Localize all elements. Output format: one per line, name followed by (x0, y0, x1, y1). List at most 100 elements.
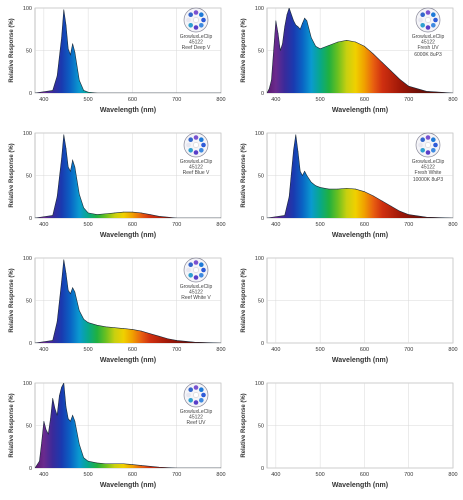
spectrum-area (35, 383, 221, 468)
data-point (306, 175, 308, 176)
data-point (123, 463, 124, 465)
data-point (74, 420, 76, 422)
spectrum-area (35, 259, 221, 343)
y-axis-label: Relative Response (%) (241, 143, 247, 207)
data-point (176, 340, 178, 341)
data-point (277, 33, 279, 34)
data-point (65, 273, 67, 274)
x-axis-label: Wavelength (nm) (332, 357, 388, 364)
spectrum-chart-panel: 400 500 600 700 800 0 50 100 Wavelength (nm) Rela… (0, 0, 231, 125)
data-point (337, 188, 339, 190)
data-point (56, 196, 58, 198)
led-cluster-icon (415, 132, 441, 158)
data-point (63, 9, 65, 10)
x-tick-label: 600 (128, 97, 137, 103)
y-tick-label: 100 (255, 131, 264, 137)
data-point (105, 463, 107, 465)
data-point (328, 188, 330, 190)
data-point (67, 166, 69, 168)
x-tick-label: 400 (39, 97, 48, 103)
data-point (39, 460, 40, 462)
x-tick-label: 600 (128, 472, 137, 478)
y-axis-label: Relative Response (%) (9, 393, 15, 457)
product-code-label: 45122 (189, 290, 203, 296)
product-variant-label: Reef UV (187, 420, 207, 426)
spectrum-area (267, 8, 453, 93)
data-point (390, 70, 392, 72)
data-point (65, 24, 67, 26)
y-tick-label: 0 (261, 91, 264, 97)
data-point (123, 211, 124, 213)
y-axis-label: Relative Response (%) (9, 143, 15, 207)
product-brand-label: GrowluxLeClip (180, 284, 213, 290)
data-point (74, 291, 76, 293)
data-point (52, 90, 54, 91)
spectrum-chart: 400 500 600 700 800 0 50 100 Wavelength (nm) Rela… (241, 131, 458, 239)
data-point (72, 287, 73, 289)
x-tick-label: 600 (128, 347, 137, 353)
x-tick-label: 800 (216, 222, 225, 228)
led-cluster-icon (183, 382, 209, 408)
data-point (61, 386, 62, 388)
data-point (286, 14, 288, 16)
spectrum-chart: 400 500 600 700 800 0 50 100 Wavelength (nm) Rela… (9, 131, 226, 239)
x-axis-label: Wavelength (nm) (100, 482, 156, 489)
data-point (83, 207, 85, 209)
data-point (35, 217, 36, 218)
data-point (310, 182, 312, 183)
data-point (176, 217, 178, 218)
spectrum-chart: 400 500 600 700 800 0 50 100 Wavelength (nm) Rela… (9, 256, 226, 364)
data-point (70, 293, 71, 294)
data-point (72, 159, 73, 161)
data-point (83, 457, 85, 459)
product-brand-label: GrowluxLeClip (180, 159, 213, 165)
data-point (96, 462, 98, 464)
spectrum-chart-panel: 400 500 600 700 800 0 50 100 Wavelength (nm) Rela… (0, 375, 231, 500)
data-point (63, 134, 65, 135)
x-tick-label: 400 (39, 472, 48, 478)
data-point (67, 290, 69, 291)
spectrum-chart: 400 500 600 700 800 0 50 100 Wavelength (nm) Rela… (241, 6, 458, 114)
data-point (426, 216, 427, 218)
data-point (319, 48, 321, 50)
data-point (35, 467, 36, 468)
data-point (304, 170, 305, 172)
data-point (288, 8, 290, 9)
data-point (268, 88, 270, 90)
data-point (220, 467, 221, 468)
data-point (302, 175, 303, 176)
data-point (158, 466, 160, 468)
x-tick-label: 700 (172, 347, 181, 353)
product-brand-label: GrowluxLeClip (412, 159, 445, 165)
product-brand-label: GrowluxLeClip (412, 34, 445, 40)
data-point (364, 191, 365, 192)
data-point (220, 342, 221, 343)
data-point (220, 92, 221, 93)
x-axis-label: Wavelength (nm) (332, 232, 388, 239)
x-tick-label: 600 (128, 222, 137, 228)
product-code-label: 45122 (421, 40, 435, 46)
data-point (83, 90, 85, 91)
data-point (399, 79, 401, 80)
x-axis-label: Wavelength (nm) (332, 107, 388, 114)
led-cluster-icon (183, 257, 209, 283)
y-tick-label: 0 (29, 466, 32, 472)
data-point (408, 85, 410, 87)
data-point (304, 17, 305, 19)
data-point (70, 170, 71, 172)
data-point (96, 214, 98, 215)
x-tick-label: 600 (360, 472, 369, 478)
data-point (96, 92, 98, 93)
product-variant-label: Reef Blue V (183, 170, 210, 176)
data-point (273, 50, 274, 51)
data-point (452, 92, 453, 93)
y-tick-label: 50 (26, 299, 32, 305)
data-point (167, 216, 169, 218)
data-point (56, 75, 58, 77)
product-variant-label: Fresh White (415, 170, 442, 176)
led-cluster-icon (183, 7, 209, 33)
data-point (50, 418, 51, 419)
data-point (364, 45, 365, 47)
data-point (87, 212, 89, 214)
data-point (67, 48, 69, 50)
